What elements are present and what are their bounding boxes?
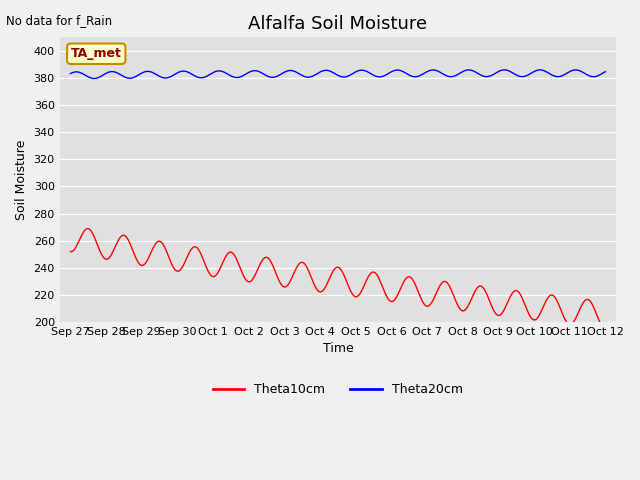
X-axis label: Time: Time (323, 342, 353, 355)
Title: Alfalfa Soil Moisture: Alfalfa Soil Moisture (248, 15, 428, 33)
Text: No data for f_Rain: No data for f_Rain (6, 14, 113, 27)
Legend: Theta10cm, Theta20cm: Theta10cm, Theta20cm (208, 378, 468, 401)
Y-axis label: Soil Moisture: Soil Moisture (15, 140, 28, 220)
Text: TA_met: TA_met (71, 47, 122, 60)
